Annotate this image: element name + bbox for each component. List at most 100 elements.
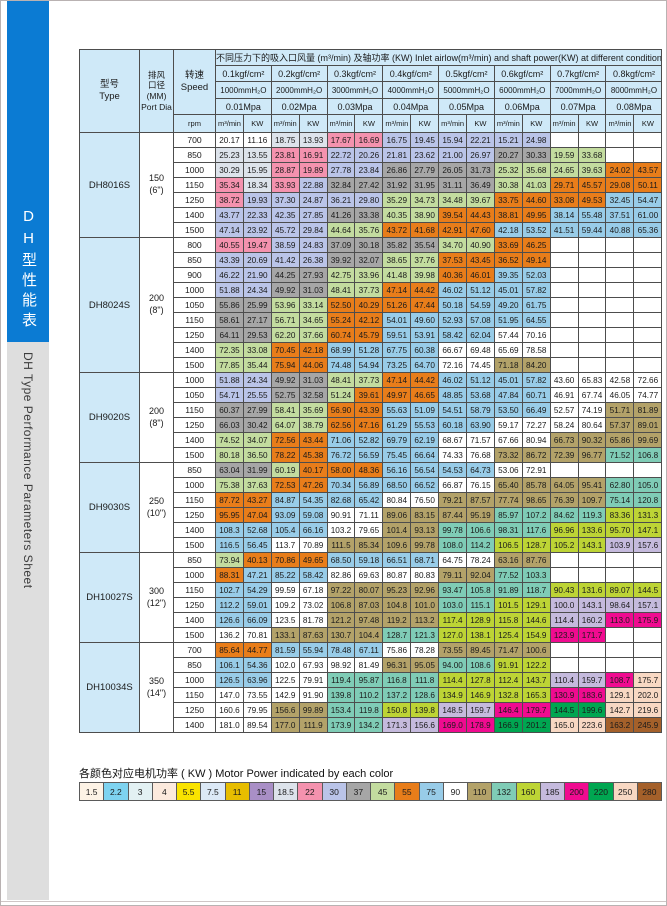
value-cell <box>549 567 579 583</box>
value-cell: 27.99 <box>242 402 272 418</box>
value-cell: 61.29 <box>382 417 412 433</box>
speed-cell: 1000 <box>173 477 216 493</box>
value-cell <box>549 357 579 373</box>
value-cell: 34.73 <box>410 192 440 208</box>
value-cell: 73.02 <box>298 597 328 613</box>
value-cell: 173.9 <box>326 717 356 733</box>
value-cell: 22.21 <box>466 132 495 148</box>
value-cell: 110.2 <box>354 687 384 703</box>
value-cell: 126.5 <box>215 672 244 688</box>
value-cell: 48.41 <box>326 282 356 298</box>
value-cell: 111.9 <box>298 717 328 733</box>
value-cell: 93.09 <box>270 507 300 523</box>
value-cell: 27.79 <box>410 162 440 178</box>
value-cell: 89.07 <box>605 582 635 598</box>
value-cell: 101.5 <box>493 597 523 613</box>
table-row: 1250 95.95 47.04 93.09 59.08 90.91 71.11 89.06 8… <box>80 507 663 523</box>
value-cell: 67.11 <box>354 642 384 658</box>
value-cell <box>577 282 607 298</box>
value-cell: 24.02 <box>605 162 635 178</box>
legend-swatch-22kw: 22 <box>298 782 323 801</box>
value-cell: 136.2 <box>215 627 244 643</box>
table-row: 1150 60.37 27.99 58.41 35.69 56.90 43.39 55.63 5… <box>80 402 663 418</box>
speed-cell: 700 <box>173 642 216 658</box>
value-cell: 74.45 <box>466 357 495 373</box>
value-cell: 132.8 <box>493 687 523 703</box>
value-cell: 42.75 <box>326 267 356 283</box>
value-cell: 15.21 <box>493 132 523 148</box>
value-cell: 128.6 <box>410 687 440 703</box>
value-cell <box>549 552 579 568</box>
value-cell: 49.97 <box>382 387 412 403</box>
value-cell: 134.2 <box>354 717 384 733</box>
value-cell: 13.93 <box>298 132 328 148</box>
value-cell: 32.07 <box>354 252 384 268</box>
value-cell: 76.72 <box>326 447 356 463</box>
value-cell: 99.69 <box>633 432 663 448</box>
value-cell: 33.38 <box>354 207 384 223</box>
value-cell: 15.94 <box>438 132 468 148</box>
speed-cell: 1500 <box>173 627 216 643</box>
value-cell: 33.14 <box>298 297 328 313</box>
value-cell: 35.68 <box>521 162 551 178</box>
value-cell <box>633 327 663 343</box>
value-cell: 47.21 <box>242 567 272 583</box>
value-cell <box>577 657 607 673</box>
unit-power-2: KW <box>354 114 384 133</box>
value-cell: 66.67 <box>438 342 468 358</box>
value-cell: 51.88 <box>215 372 244 388</box>
value-cell: 35.34 <box>215 177 244 193</box>
value-cell: 40.88 <box>605 222 635 238</box>
value-cell: 87.72 <box>215 492 244 508</box>
value-cell: 47.04 <box>242 507 272 523</box>
value-cell: 81.59 <box>270 642 300 658</box>
value-cell: 58.24 <box>549 417 579 433</box>
value-cell <box>549 342 579 358</box>
value-cell: 91.89 <box>493 582 523 598</box>
value-cell: 31.92 <box>382 177 412 193</box>
value-cell: 17.67 <box>326 132 356 148</box>
table-row: 1400 108.3 52.68 105.4 66.16 103.2 79.65 101.4 9… <box>80 522 663 538</box>
value-cell <box>633 252 663 268</box>
value-cell: 76.50 <box>410 492 440 508</box>
value-cell: 70.16 <box>521 327 551 343</box>
pressure-mmh2o-1: 2000mmH₂O <box>270 81 328 99</box>
speed-cell: 1000 <box>173 672 216 688</box>
pressure-kgf-4: 0.5kgf/cm² <box>438 65 495 82</box>
value-cell: 43.45 <box>466 252 495 268</box>
value-cell: 48.41 <box>326 372 356 388</box>
speed-cell: 850 <box>173 657 216 673</box>
value-cell <box>633 342 663 358</box>
speed-cell: 1250 <box>173 192 216 208</box>
legend-swatch-75kw: 75 <box>419 782 444 801</box>
value-cell: 46.05 <box>605 387 635 403</box>
pressure-mmh2o-3: 4000mmH₂O <box>382 81 440 99</box>
value-cell <box>577 357 607 373</box>
value-cell: 106.6 <box>466 522 495 538</box>
unit-flow-7: m³/min <box>605 114 635 133</box>
value-cell: 57.08 <box>466 312 495 328</box>
value-cell: 70.81 <box>242 627 272 643</box>
value-cell: 15.95 <box>242 162 272 178</box>
value-cell: 29.84 <box>298 222 328 238</box>
value-cell: 61.00 <box>633 207 663 223</box>
value-cell: 42.58 <box>605 372 635 388</box>
performance-table: 型号 Type 排风 口径 (MM) Port Dia 转速 Speed 不同压力下的吸入口风量… <box>79 49 663 733</box>
value-cell: 73.55 <box>242 687 272 703</box>
value-cell: 39.98 <box>410 267 440 283</box>
unit-power-0: KW <box>242 114 272 133</box>
value-cell: 40.35 <box>382 207 412 223</box>
value-cell: 77.74 <box>493 492 523 508</box>
value-cell <box>633 297 663 313</box>
value-cell: 19.45 <box>410 132 440 148</box>
value-cell: 19.47 <box>242 237 272 253</box>
value-cell: 56.90 <box>326 402 356 418</box>
model-cell: DH8016S <box>79 132 140 238</box>
table-row: 1150 102.7 54.29 99.59 67.18 97.22 80.07 95.23 9… <box>80 582 663 598</box>
value-cell <box>605 342 635 358</box>
value-cell <box>577 237 607 253</box>
value-cell: 119.3 <box>577 507 607 523</box>
value-cell: 144.5 <box>549 702 579 718</box>
value-cell: 45.38 <box>298 447 328 463</box>
value-cell: 38.65 <box>382 252 412 268</box>
